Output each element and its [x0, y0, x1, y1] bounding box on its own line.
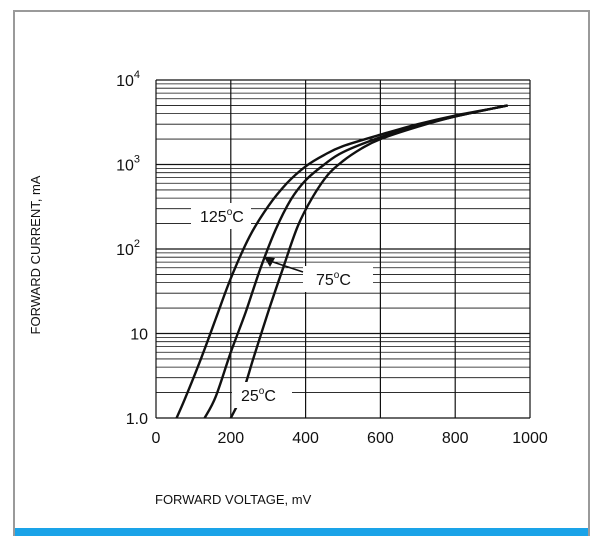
callout-arrowhead [264, 257, 275, 267]
callout-box [303, 266, 373, 292]
callout-label: 25oC [241, 386, 276, 405]
x-tick-label: 800 [442, 430, 469, 447]
y-tick-label: 10 [130, 327, 148, 344]
curves [175, 104, 508, 419]
callout-label: 125oC [200, 207, 244, 226]
x-tick-label: 0 [152, 430, 161, 447]
y-tick-label: 104 [116, 69, 140, 90]
chart-frame [13, 10, 590, 536]
x-tick-label: 400 [292, 430, 319, 447]
x-tick-label: 200 [217, 430, 244, 447]
y-tick-labels: 1.0 10 102 103 104 [116, 69, 148, 428]
y-tick-label: 1.0 [126, 411, 148, 428]
y-tick-label: 102 [116, 238, 140, 259]
y-axis-title: FORWARD CURRENT, mA [28, 175, 43, 334]
x-tick-label: 1000 [512, 430, 548, 447]
callout-arrow-line [269, 260, 304, 273]
callout-box [191, 203, 251, 229]
callout-box [232, 382, 292, 408]
callout-label: 75oC [316, 270, 351, 289]
callouts: 125oC 75oC 25oC [191, 203, 373, 408]
x-axis-title: FORWARD VOLTAGE, mV [155, 492, 312, 507]
x-tick-label: 600 [367, 430, 394, 447]
grid [155, 79, 531, 419]
y-tick-label: 103 [116, 154, 140, 175]
footer-accent-bar [15, 528, 588, 536]
series-curve-2 [229, 104, 508, 419]
x-tick-labels: 0 200 400 600 800 1000 [152, 430, 548, 447]
